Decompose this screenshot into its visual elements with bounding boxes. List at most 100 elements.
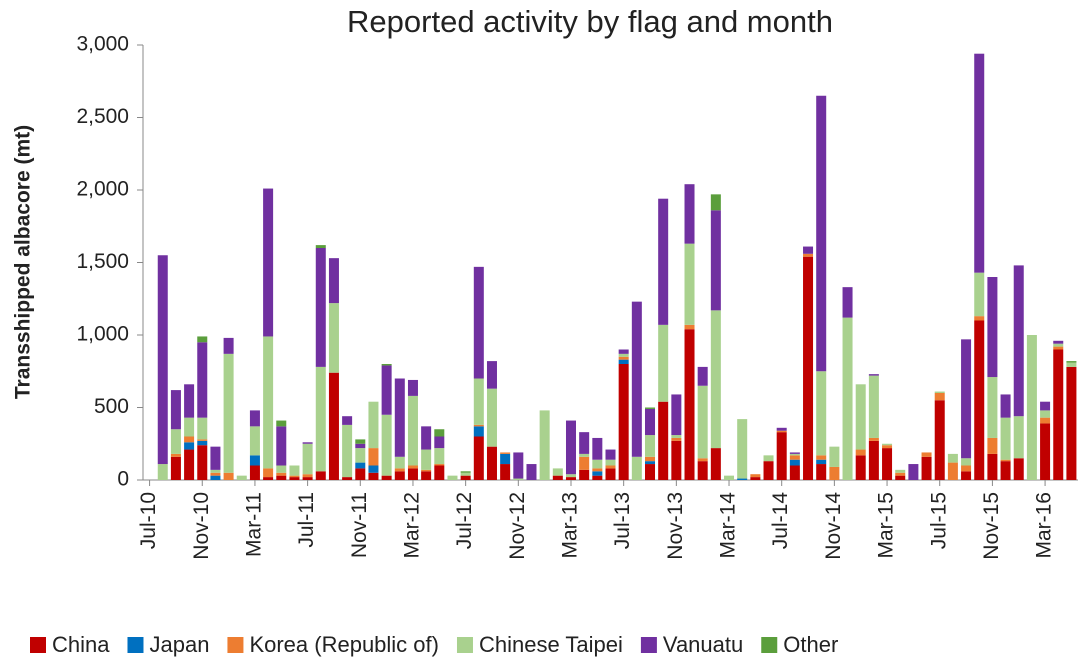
bar-segment xyxy=(368,401,379,449)
bar-segment xyxy=(592,471,603,476)
bar-segment xyxy=(605,468,616,480)
x-tick-label: Nov-13 xyxy=(664,492,687,560)
bar-segment xyxy=(671,437,682,441)
bar-segment xyxy=(816,455,827,460)
bar-segment xyxy=(579,469,590,480)
bar-segment xyxy=(407,465,418,469)
legend-label: Chinese Taipei xyxy=(479,632,623,657)
bar-segment xyxy=(987,277,998,378)
bar-segment xyxy=(565,420,576,475)
bar-segment xyxy=(710,210,721,311)
legend-swatch xyxy=(227,637,244,653)
bar-segment xyxy=(394,378,405,457)
bar-segment xyxy=(816,459,827,465)
bar-segment xyxy=(961,465,972,472)
bar-segment xyxy=(776,427,787,431)
bar-segment xyxy=(737,478,748,480)
legend-label: Other xyxy=(783,632,838,657)
bar-segment xyxy=(381,365,392,415)
bar-segment xyxy=(671,435,682,438)
legend-swatch xyxy=(761,637,778,653)
bar-segment xyxy=(249,426,260,456)
bar-segment xyxy=(276,475,287,480)
x-tick-label: Jul-12 xyxy=(453,492,476,549)
bar-segment xyxy=(658,198,669,325)
bar-segment xyxy=(1040,417,1051,424)
bar-segment xyxy=(289,475,300,478)
bar-segment xyxy=(421,471,432,480)
bar-segment xyxy=(1040,410,1051,418)
bar-segment xyxy=(868,437,879,441)
bar-segment xyxy=(421,469,432,472)
bar-segment xyxy=(355,443,366,449)
bar-segment xyxy=(381,475,392,480)
bar-segment xyxy=(684,184,695,244)
bar-segment xyxy=(381,414,392,476)
x-tick-label: Mar-16 xyxy=(1033,492,1056,559)
bar-segment xyxy=(394,471,405,480)
bar-segment xyxy=(816,371,827,456)
bar-segment xyxy=(210,472,221,476)
y-tick-label: 0 xyxy=(117,468,129,491)
bar-segment xyxy=(789,459,800,466)
bar-segment xyxy=(381,364,392,366)
bar-segment xyxy=(961,471,972,480)
y-tick-label: 1,000 xyxy=(76,323,129,346)
bar-segment xyxy=(407,395,418,466)
bar-segment xyxy=(1066,361,1077,363)
x-tick-label: Mar-11 xyxy=(242,492,265,557)
bar-segment xyxy=(500,464,511,480)
bar-segment xyxy=(631,456,642,480)
bar-segment xyxy=(500,452,511,454)
legend-swatch xyxy=(640,637,657,653)
bar-segment xyxy=(789,455,800,460)
bar-segment xyxy=(1013,265,1024,417)
bar-segment xyxy=(592,437,603,460)
bar-segment xyxy=(315,245,326,248)
bar-segment xyxy=(434,464,445,466)
bar-segment xyxy=(1000,459,1011,462)
bar-segment xyxy=(447,475,458,480)
bar-segment xyxy=(473,436,484,480)
bar-segment xyxy=(552,475,563,480)
bar-segment xyxy=(197,439,208,441)
bar-segment xyxy=(895,469,906,473)
bar-segment xyxy=(987,377,998,438)
bar-segment xyxy=(645,408,656,436)
bar-segment xyxy=(263,188,274,337)
bar-segment xyxy=(645,435,656,457)
bar-segment xyxy=(368,472,379,480)
bar-segment xyxy=(868,440,879,480)
bar-segment xyxy=(605,465,616,469)
bar-segment xyxy=(697,385,708,459)
bar-segment xyxy=(184,384,195,418)
bar-segment xyxy=(842,317,853,480)
chart-title: Reported activity by flag and month xyxy=(347,4,833,39)
bar-segment xyxy=(776,430,787,433)
y-tick-label: 2,000 xyxy=(76,178,129,201)
bar-segment xyxy=(223,353,234,473)
x-tick-label: Nov-14 xyxy=(822,492,845,560)
bar-segment xyxy=(803,253,814,257)
bar-segment xyxy=(618,356,629,360)
y-tick-label: 2,500 xyxy=(76,105,129,128)
bar-segment xyxy=(276,426,287,466)
bar-segment xyxy=(684,324,695,330)
bar-segment xyxy=(684,243,695,325)
bar-segment xyxy=(170,390,181,430)
bar-segment xyxy=(961,339,972,459)
bar-segment xyxy=(263,468,274,478)
bar-segment xyxy=(355,462,366,469)
bar-segment xyxy=(249,465,260,480)
bar-segment xyxy=(1040,423,1051,480)
bar-segment xyxy=(618,359,629,364)
x-tick-label: Jul-13 xyxy=(611,492,634,549)
bar-segment xyxy=(368,448,379,466)
bar-segment xyxy=(315,248,326,367)
legend-label: Japan xyxy=(149,632,209,657)
bar-segment xyxy=(249,410,260,427)
bar-segment xyxy=(1066,362,1077,367)
bar-segment xyxy=(645,456,656,462)
bar-segment xyxy=(724,475,735,480)
bar-segment xyxy=(579,456,590,470)
